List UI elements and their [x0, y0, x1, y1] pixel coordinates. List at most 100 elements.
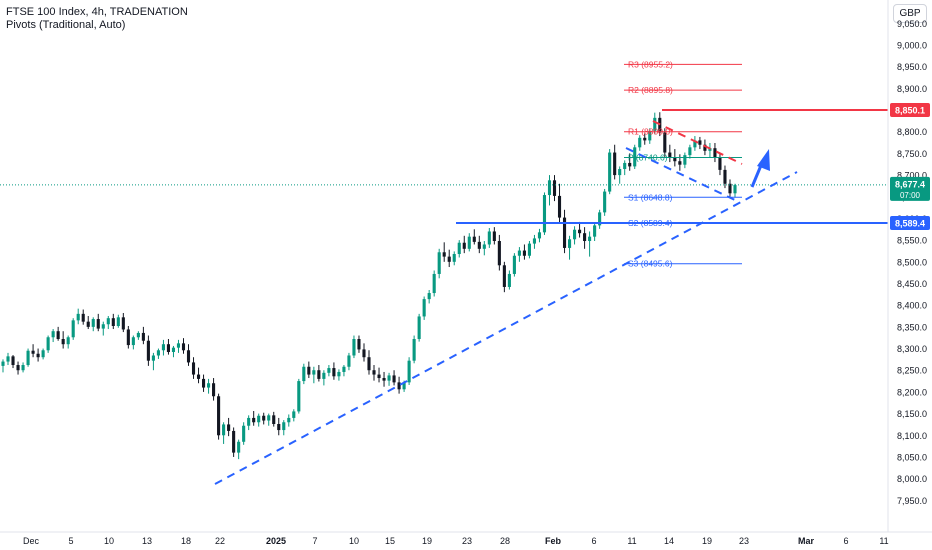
- pivot-label: R3 (8955.2): [628, 59, 673, 69]
- candle-body: [562, 217, 567, 248]
- candle-body: [653, 117, 657, 131]
- candle-body: [332, 368, 336, 377]
- chart-title: FTSE 100 Index, 4h, TRADENATION: [6, 6, 188, 18]
- candle-body: [232, 430, 236, 453]
- pivot-lines: R3 (8955.2) R2 (8895.8) R1 (8800.0) P (8740…: [624, 59, 742, 269]
- candle-body: [277, 423, 281, 431]
- candle-body: [51, 331, 55, 338]
- candle-body: [462, 242, 466, 249]
- x-tick-label: 10: [104, 536, 114, 546]
- time-axis[interactable]: Dec 5 10 13 18 22 2025 7 10 15 19 23 28 Feb 6 11 14 19 23 M…: [23, 536, 889, 546]
- candle-body: [678, 161, 682, 165]
- candle-body: [242, 425, 246, 442]
- candle-body: [547, 180, 552, 196]
- candle-body: [728, 183, 732, 194]
- x-tick-label: 13: [142, 536, 152, 546]
- candle-body: [227, 424, 231, 431]
- pivot-label: R1 (8800.0): [628, 127, 673, 137]
- candle-body: [723, 169, 727, 184]
- candle-body: [442, 252, 446, 257]
- candle-body: [126, 329, 130, 346]
- candle-series: [1, 112, 737, 460]
- candle-body: [673, 157, 677, 162]
- level-price-tag: [890, 103, 930, 118]
- candle-body: [402, 382, 406, 390]
- ascending-trendline: [214, 171, 798, 485]
- candle-body: [91, 319, 95, 327]
- y-tick-label: 8,900.0: [897, 84, 927, 94]
- candle-body: [26, 350, 30, 366]
- candle-body: [618, 169, 622, 176]
- level-price-label: 8,589.4: [895, 219, 925, 229]
- candle-body: [377, 374, 381, 379]
- pivot-label: P (8740.6): [628, 152, 668, 162]
- candle-body: [61, 339, 65, 345]
- candle-body: [713, 148, 717, 158]
- candle-body: [141, 332, 145, 341]
- x-tick-label: 18: [181, 536, 191, 546]
- candle-body: [422, 299, 426, 317]
- candle-body: [417, 316, 421, 340]
- x-tick-label: 6: [843, 536, 848, 546]
- candle-body: [487, 231, 491, 245]
- candle-body: [267, 415, 271, 421]
- candle-body: [342, 366, 346, 372]
- candle-body: [186, 350, 191, 363]
- x-tick-label: 6: [591, 536, 596, 546]
- x-tick-label: 22: [215, 536, 225, 546]
- candle-body: [362, 349, 366, 358]
- x-tick-label: 14: [664, 536, 674, 546]
- candle-body: [432, 273, 436, 294]
- current-price-label: 8,677.4: [895, 179, 925, 189]
- candle-body: [1, 361, 5, 366]
- candle-body: [247, 417, 251, 426]
- currency-badge[interactable]: GBP: [893, 4, 927, 23]
- candle-body: [156, 350, 160, 356]
- candle-body: [81, 313, 85, 322]
- candle-body: [191, 362, 196, 375]
- candle-body: [146, 340, 150, 361]
- candle-body: [136, 332, 140, 338]
- descending-channel-top: [652, 120, 743, 165]
- candle-body: [322, 372, 326, 379]
- x-tick-label: 28: [500, 536, 510, 546]
- candle-body: [603, 191, 607, 213]
- candle-body: [502, 265, 506, 287]
- y-tick-label: 8,000.0: [897, 474, 927, 484]
- price-axis[interactable]: 7,950.0 8,000.0 8,050.0 8,100.0 8,150.0 8,200…: [0, 0, 932, 533]
- candle-body: [31, 350, 35, 354]
- x-tick-label: 15: [385, 536, 395, 546]
- level-price-label: 8,850.1: [895, 106, 925, 116]
- candle-body: [532, 238, 537, 244]
- candle-body: [397, 382, 401, 390]
- candle-body: [151, 355, 155, 361]
- y-tick-label: 8,350.0: [897, 322, 927, 332]
- candle-body: [512, 255, 516, 274]
- candle-body: [472, 236, 476, 242]
- y-tick-label: 8,200.0: [897, 387, 927, 397]
- candle-body: [527, 243, 531, 256]
- candle-body: [392, 375, 396, 383]
- candle-body: [21, 365, 25, 371]
- candle-body: [613, 152, 617, 176]
- candle-body: [116, 317, 120, 326]
- candle-body: [176, 343, 181, 348]
- candle-body: [583, 233, 587, 242]
- indicator-legend[interactable]: Pivots (Traditional, Auto): [6, 19, 126, 31]
- candle-body: [482, 244, 486, 249]
- candle-body: [76, 313, 80, 321]
- y-tick-label: 9,050.0: [897, 19, 927, 29]
- candle-body: [517, 250, 521, 256]
- candle-body: [161, 344, 165, 351]
- candle-body: [166, 344, 171, 353]
- candle-body: [437, 252, 441, 274]
- y-tick-label: 9,000.0: [897, 41, 927, 51]
- candle-body: [447, 256, 451, 262]
- x-tick-label: 19: [702, 536, 712, 546]
- candle-body: [272, 415, 276, 424]
- candle-body: [733, 185, 737, 194]
- current-price-tag: [890, 176, 930, 201]
- candle-body: [372, 370, 376, 375]
- candle-body: [638, 137, 642, 148]
